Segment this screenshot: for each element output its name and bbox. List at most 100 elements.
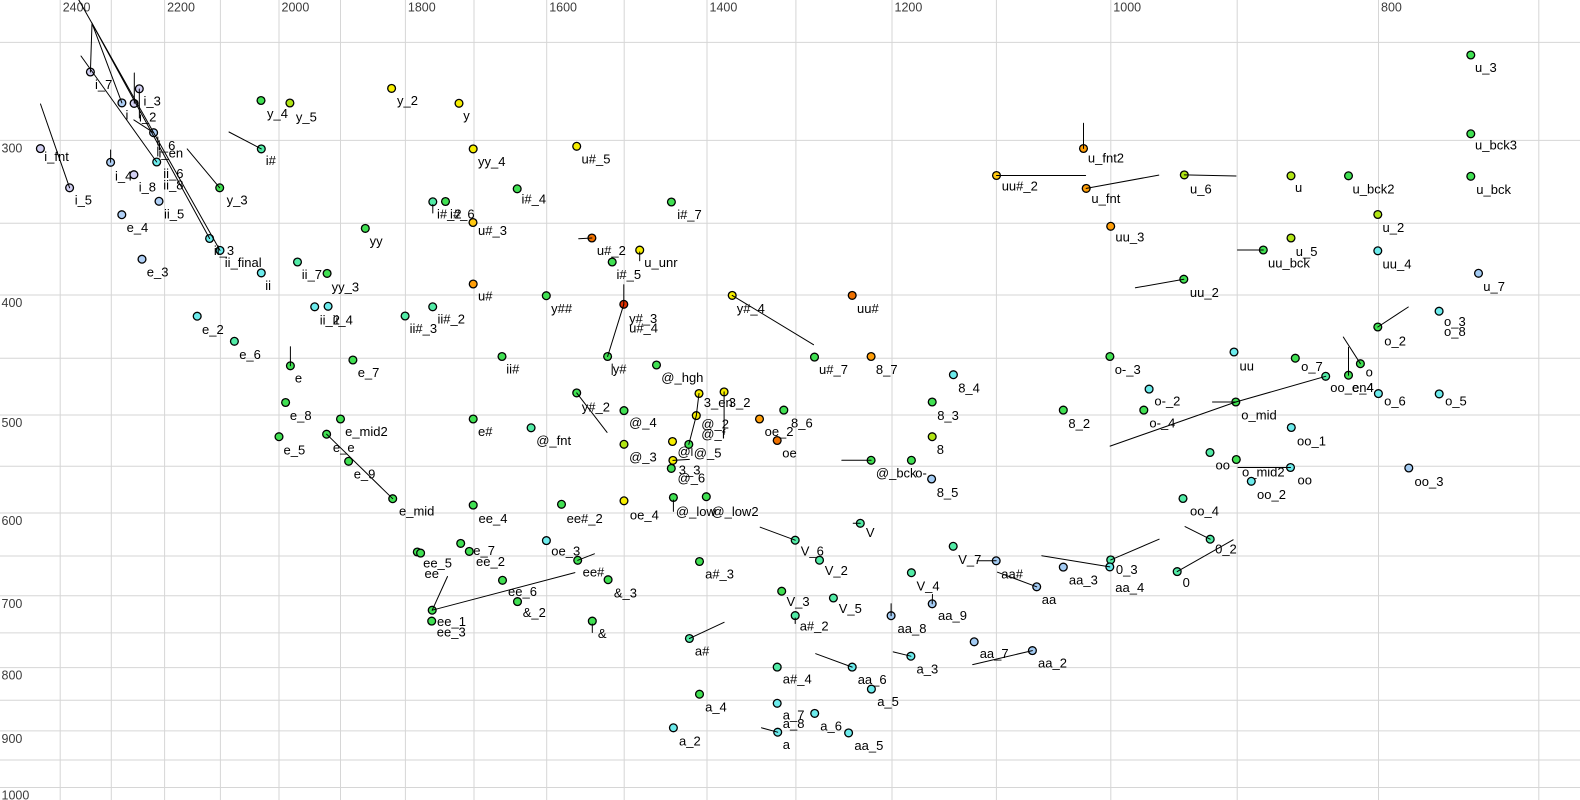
svg-text:aa_5: aa_5 [854, 738, 883, 753]
svg-text:aa#: aa# [1001, 567, 1023, 582]
svg-text:ii#: ii# [506, 362, 520, 377]
svg-text:uu#_2: uu#_2 [1002, 179, 1038, 194]
svg-text:o_2: o_2 [1384, 333, 1406, 348]
svg-text:@_2: @_2 [701, 416, 729, 431]
svg-text:aa_6: aa_6 [858, 672, 887, 687]
svg-text:yy: yy [370, 234, 384, 249]
svg-text:ii_final: ii_final [225, 255, 262, 270]
svg-text:y#_4: y#_4 [737, 301, 765, 316]
svg-text:a#: a# [695, 644, 710, 659]
svg-text:e_6: e_6 [239, 347, 261, 362]
svg-text:a#_3: a#_3 [705, 567, 734, 582]
svg-text:oo_e: oo_e [1330, 380, 1359, 395]
svg-text:i_5: i_5 [75, 193, 92, 208]
svg-text:@_fnt: @_fnt [536, 433, 571, 448]
svg-text:y#_2: y#_2 [582, 400, 610, 415]
svg-text:e_9: e_9 [354, 466, 376, 481]
svg-text:ii_4: ii_4 [333, 313, 353, 328]
svg-text:ee_5: ee_5 [423, 556, 452, 571]
svg-text:8: 8 [937, 442, 944, 457]
svg-text:2400: 2400 [63, 1, 91, 15]
svg-text:e_4: e_4 [1352, 380, 1374, 395]
svg-text:1800: 1800 [408, 1, 436, 15]
svg-text:u: u [1295, 180, 1302, 195]
svg-text:a_7: a_7 [783, 708, 805, 723]
svg-text:oo: oo [1216, 458, 1230, 473]
svg-text:e: e [295, 370, 302, 385]
svg-text:1000: 1000 [2, 789, 30, 800]
svg-text:u_7: u_7 [1483, 279, 1505, 294]
svg-text:ee_7: ee_7 [466, 543, 495, 558]
svg-text:u_bck2: u_bck2 [1353, 181, 1395, 196]
svg-text:a#_2: a#_2 [800, 618, 829, 633]
svg-text:u_fnt: u_fnt [1091, 191, 1120, 206]
svg-text:i_3: i_3 [144, 94, 161, 109]
svg-text:ee#_2: ee#_2 [567, 511, 603, 526]
svg-text:ee: ee [425, 566, 439, 581]
svg-text:e_5: e_5 [284, 443, 306, 458]
svg-text:i#_7: i#_7 [677, 207, 702, 222]
svg-text:en4: en4 [1352, 380, 1374, 395]
svg-text:@_bck: @_bck [876, 465, 917, 480]
svg-text:oo_1: oo_1 [1297, 433, 1326, 448]
svg-text:e_8: e_8 [290, 408, 312, 423]
svg-text:y_2: y_2 [397, 93, 418, 108]
svg-text:800: 800 [1381, 1, 1402, 15]
svg-text:oo_2: oo_2 [1257, 487, 1286, 502]
svg-text:u_2: u_2 [1383, 220, 1405, 235]
svg-text:@_4: @_4 [629, 415, 657, 430]
svg-text:u#_4: u#_4 [629, 320, 658, 335]
svg-text:uu: uu [1240, 358, 1254, 373]
svg-text:@_6: @_6 [678, 471, 706, 486]
svg-text:yy_4: yy_4 [478, 154, 505, 169]
svg-text:a_2: a_2 [679, 734, 701, 749]
svg-text:a_6: a_6 [820, 719, 842, 734]
svg-text:ii_7: ii_7 [302, 267, 322, 282]
svg-text:aa_7: aa_7 [980, 646, 1009, 661]
svg-text:ee_1: ee_1 [437, 614, 466, 629]
svg-text:u_bck: u_bck [1476, 182, 1511, 197]
svg-text:700: 700 [2, 597, 23, 611]
svg-text:y_5: y_5 [296, 110, 317, 125]
svg-text:V_6: V_6 [801, 543, 824, 558]
svg-text:i_6: i_6 [158, 138, 175, 153]
svg-text:o_8: o_8 [1444, 324, 1466, 339]
svg-text:i#_4: i#_4 [522, 192, 547, 207]
svg-text:&_3: &_3 [614, 585, 637, 600]
svg-text:ii_2: ii_2 [320, 313, 340, 328]
svg-text:aa_4: aa_4 [1115, 580, 1144, 595]
svg-text:ii_5: ii_5 [164, 207, 184, 222]
svg-text:u_unr: u_unr [644, 255, 678, 270]
svg-text:900: 900 [2, 732, 23, 746]
svg-text:u_fnt2: u_fnt2 [1088, 151, 1124, 166]
svg-text:u#_2: u#_2 [597, 243, 626, 258]
svg-text:ee_3: ee_3 [437, 624, 466, 639]
svg-text:u#: u# [478, 289, 493, 304]
svg-text:u#_7: u#_7 [819, 362, 848, 377]
svg-text:ii_3: ii_3 [214, 243, 234, 258]
svg-text:o-: o- [915, 465, 927, 480]
svg-text:2200: 2200 [167, 1, 195, 15]
svg-text:o_mid: o_mid [1241, 408, 1276, 423]
svg-text:y: y [463, 108, 470, 123]
svg-text:aa_9: aa_9 [938, 608, 967, 623]
svg-text:i#_5: i#_5 [617, 267, 642, 282]
svg-text:i: i [126, 108, 129, 123]
svg-text:uu_2: uu_2 [1190, 285, 1219, 300]
svg-text:a#_4: a#_4 [783, 671, 812, 686]
svg-text:u#_5: u#_5 [582, 151, 611, 166]
svg-text:8_5: 8_5 [937, 485, 959, 500]
svg-text:3_3: 3_3 [679, 463, 701, 478]
svg-text:e_mid: e_mid [399, 504, 434, 519]
svg-text:e_3: e_3 [147, 265, 169, 280]
svg-text:a_8: a_8 [783, 716, 805, 731]
svg-text:uu#: uu# [857, 301, 879, 316]
svg-text:V_2: V_2 [825, 563, 848, 578]
svg-text:V_7: V_7 [958, 552, 981, 567]
svg-text:i_8: i_8 [139, 180, 156, 195]
svg-text:@_5: @_5 [694, 446, 722, 461]
svg-text:o_mid2: o_mid2 [1242, 465, 1285, 480]
svg-text:3_2: 3_2 [729, 395, 751, 410]
svg-text:o_3: o_3 [1444, 314, 1466, 329]
svg-text:y#: y# [613, 362, 628, 377]
